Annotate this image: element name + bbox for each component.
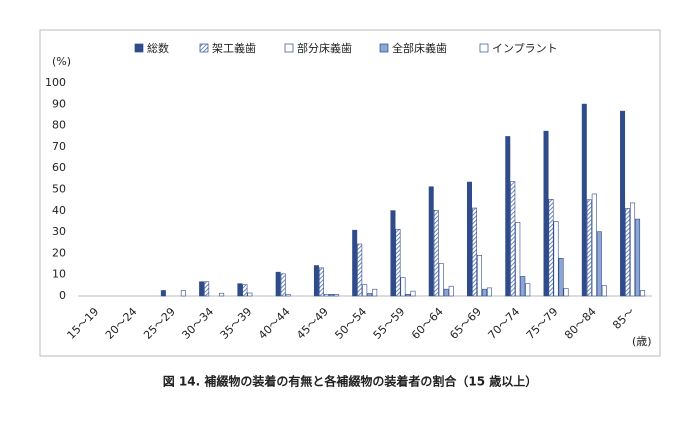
bar [525,283,531,297]
bar [237,283,243,297]
bar [543,130,549,297]
y-unit: (%) [52,55,71,68]
x-tick-label: 70～74 [486,305,523,342]
x-tick-label: 75～79 [524,305,561,342]
bar [180,290,186,297]
bar [553,221,559,297]
bar [640,290,646,297]
legend-label: 全部床義歯 [392,41,447,55]
bar [620,110,626,297]
legend-label: 架工義歯 [212,41,256,55]
bar [318,267,324,297]
bar [601,285,607,297]
y-tick-label: 70 [52,140,66,153]
x-tick-label: 45～49 [294,305,331,342]
y-tick-label: 0 [59,289,66,302]
bar [520,276,526,297]
bar [510,181,516,297]
x-tick-label: 65～69 [447,305,484,342]
x-tick-label: 25～29 [141,305,178,342]
bar [596,231,602,297]
bar [476,255,482,297]
x-tick-label: 35～39 [218,305,255,342]
bar [204,281,210,297]
bar [410,290,416,297]
bar [635,218,641,297]
bar [443,288,449,297]
bar [333,293,339,297]
y-tick-label: 40 [52,204,66,217]
bar [285,294,291,297]
legend-swatch [199,43,209,53]
bar [328,293,334,297]
bar [586,199,592,297]
bar [548,198,554,297]
x-unit: (歳) [632,335,652,348]
x-tick-label: 20～24 [103,305,140,342]
bar [581,103,587,297]
y-tick-label: 60 [52,161,66,174]
bar [405,293,411,297]
legend-swatch [284,43,294,53]
legend-label: インプラント [492,42,558,55]
bar [390,210,396,297]
x-tick-label: 60～64 [409,305,446,342]
legend-swatch [479,43,489,53]
bar [313,265,319,297]
y-tick-label: 80 [52,119,66,132]
bar [448,285,454,297]
bar [280,273,286,297]
x-tick-label: 40～44 [256,305,293,342]
bar [486,287,492,297]
bar [481,288,487,297]
y-tick-label: 20 [52,246,66,259]
bar [367,293,373,297]
legend-label: 部分床義歯 [297,41,352,55]
bar [352,229,358,297]
legend-swatch [379,43,389,53]
y-tick-label: 90 [52,97,66,110]
bar [433,210,439,297]
bar [242,284,248,297]
bar [630,202,636,297]
bar [323,293,329,297]
bar [591,193,597,297]
frame [39,29,661,357]
bar [219,292,225,297]
legend-label: 総数 [147,41,169,55]
y-tick-label: 30 [52,225,66,238]
bar [400,277,406,297]
bar [275,271,281,297]
caption: 図 14. 補綴物の装着の有無と各補綴物の装着者の割合（15 歳以上） [163,374,538,389]
x-tick-label: 15～19 [65,305,102,342]
x-tick-label: 85～ [610,305,637,332]
bar [160,290,166,297]
x-tick-label: 30～34 [179,305,216,342]
x-tick-label: 55～59 [371,305,408,342]
bar [247,292,253,297]
bar [357,243,363,297]
bar [505,136,511,297]
bar [428,186,434,297]
bar [558,257,564,297]
bar [362,284,368,297]
y-tick-label: 50 [52,183,66,196]
bar [466,181,472,297]
bar [471,207,477,297]
x-tick-label: 80～84 [562,305,599,342]
legend-swatch [134,43,144,53]
bar [625,208,631,297]
bar [199,281,205,297]
bar [515,222,521,297]
bar [395,229,401,297]
bar [372,288,378,297]
bar [438,263,444,297]
x-tick-label: 50～54 [332,305,369,342]
y-tick-label: 100 [45,76,66,89]
bar [563,288,569,297]
y-tick-label: 10 [52,268,66,281]
